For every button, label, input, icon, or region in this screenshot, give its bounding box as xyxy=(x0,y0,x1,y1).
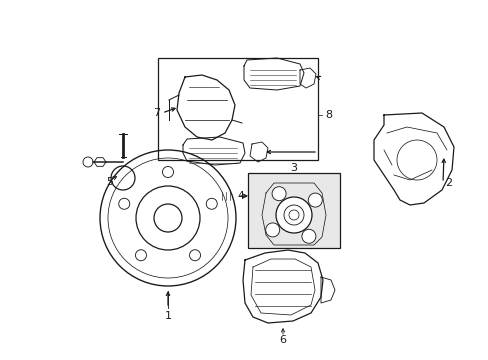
Text: 1: 1 xyxy=(164,311,171,321)
Text: 2: 2 xyxy=(444,178,451,188)
Circle shape xyxy=(265,223,279,237)
Circle shape xyxy=(271,187,285,201)
Polygon shape xyxy=(244,58,304,90)
Bar xyxy=(158,58,317,160)
Polygon shape xyxy=(183,137,244,165)
Text: 7: 7 xyxy=(153,108,160,118)
Polygon shape xyxy=(94,158,106,166)
Circle shape xyxy=(275,197,311,233)
Polygon shape xyxy=(177,75,235,140)
Circle shape xyxy=(307,193,322,207)
Polygon shape xyxy=(320,277,334,303)
Polygon shape xyxy=(299,68,315,88)
Polygon shape xyxy=(373,113,453,205)
Circle shape xyxy=(100,150,236,286)
Text: 8: 8 xyxy=(325,110,331,120)
Text: 5: 5 xyxy=(106,177,113,187)
Text: 3: 3 xyxy=(290,163,297,173)
Polygon shape xyxy=(243,250,323,323)
Circle shape xyxy=(301,229,315,243)
Text: 4: 4 xyxy=(237,191,244,201)
Polygon shape xyxy=(249,142,267,162)
Text: 6: 6 xyxy=(279,335,286,345)
Bar xyxy=(247,173,339,248)
